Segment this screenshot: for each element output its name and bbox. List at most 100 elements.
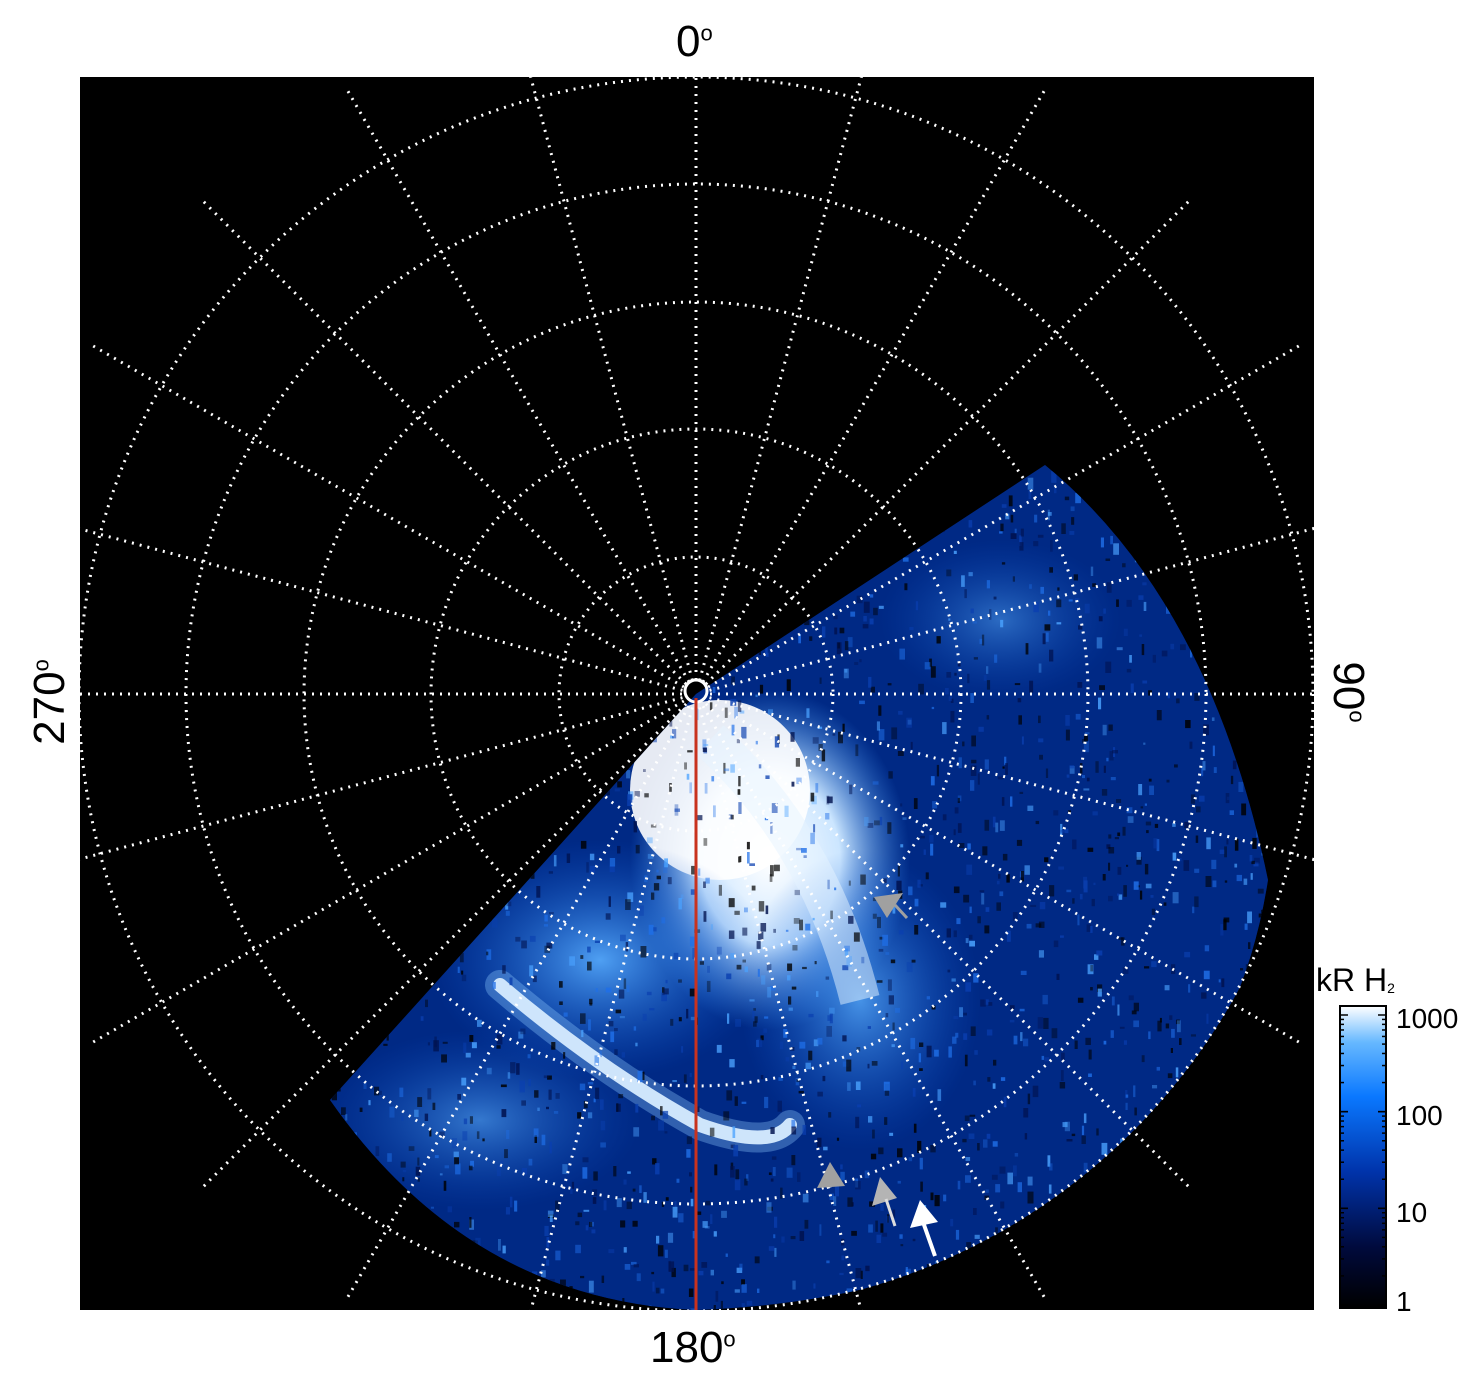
noise-speck	[836, 1137, 840, 1141]
noise-speck	[589, 853, 595, 861]
noise-speck	[666, 1316, 670, 1320]
noise-speck	[1172, 852, 1177, 861]
noise-speck	[943, 1194, 947, 1202]
noise-speck	[724, 768, 730, 772]
noise-speck	[559, 1001, 563, 1005]
noise-speck	[982, 846, 988, 856]
noise-speck	[1072, 839, 1077, 850]
noise-speck	[913, 798, 918, 809]
noise-speck	[1125, 1102, 1128, 1110]
noise-speck	[924, 662, 931, 670]
noise-speck	[876, 980, 883, 983]
noise-speck	[986, 1029, 993, 1036]
noise-speck	[1102, 874, 1106, 881]
noise-speck	[603, 1200, 607, 1211]
noise-speck	[867, 1026, 871, 1029]
noise-speck	[548, 871, 553, 874]
noise-speck	[1083, 788, 1090, 791]
noise-speck	[790, 1236, 796, 1240]
noise-speck	[798, 633, 801, 644]
noise-speck	[956, 918, 961, 925]
noise-speck	[1250, 873, 1253, 880]
noise-speck	[1198, 795, 1205, 802]
noise-speck	[1144, 966, 1150, 969]
noise-speck	[730, 1144, 735, 1149]
noise-speck	[1254, 857, 1260, 864]
noise-speck	[1101, 1142, 1108, 1155]
noise-speck	[1066, 889, 1072, 893]
noise-speck	[736, 1267, 743, 1273]
noise-speck	[667, 1232, 674, 1243]
noise-speck	[953, 930, 957, 938]
noise-speck	[1156, 1066, 1160, 1071]
colorbar-tick-label: 100	[1396, 1100, 1443, 1131]
noise-speck	[1056, 599, 1062, 608]
noise-speck	[383, 1043, 388, 1046]
noise-speck	[618, 989, 625, 999]
noise-speck	[608, 1021, 614, 1027]
noise-speck	[720, 1300, 723, 1310]
noise-speck	[1085, 732, 1090, 735]
noise-speck	[892, 1209, 896, 1218]
noise-speck	[810, 832, 815, 845]
noise-speck	[992, 1083, 996, 1089]
noise-speck	[1241, 803, 1247, 816]
noise-speck	[734, 1289, 740, 1293]
noise-speck	[1066, 774, 1070, 778]
noise-speck	[785, 1057, 790, 1062]
noise-speck	[599, 1050, 602, 1058]
noise-speck	[926, 996, 930, 1000]
noise-speck	[1248, 942, 1251, 949]
noise-speck	[1038, 715, 1041, 724]
noise-speck	[1034, 514, 1038, 523]
noise-speck	[1236, 874, 1242, 882]
noise-speck	[655, 1163, 660, 1175]
noise-speck	[1068, 599, 1073, 602]
noise-speck	[1083, 1162, 1088, 1173]
noise-speck	[1060, 823, 1063, 836]
noise-speck	[765, 775, 770, 779]
noise-speck	[1009, 1005, 1015, 1010]
noise-speck	[980, 999, 986, 1007]
noise-speck	[736, 739, 740, 744]
noise-speck	[972, 621, 977, 624]
noise-speck	[1138, 595, 1144, 600]
noise-speck	[650, 824, 657, 828]
noise-speck	[710, 924, 713, 930]
noise-speck	[930, 1192, 934, 1201]
noise-speck	[1247, 911, 1252, 924]
noise-speck	[988, 1002, 993, 1006]
noise-speck	[1051, 470, 1057, 483]
noise-speck	[1101, 789, 1108, 796]
noise-speck	[772, 1167, 776, 1177]
noise-speck	[451, 1138, 457, 1149]
noise-speck	[689, 1268, 695, 1271]
noise-speck	[973, 1208, 977, 1215]
noise-speck	[1048, 512, 1052, 516]
noise-speck	[472, 1240, 478, 1245]
noise-speck	[690, 1016, 696, 1021]
noise-speck	[1143, 601, 1147, 611]
noise-speck	[774, 1216, 778, 1228]
noise-speck	[986, 580, 990, 589]
noise-speck	[787, 975, 791, 981]
noise-speck	[1111, 996, 1115, 1006]
noise-speck	[1001, 504, 1007, 508]
noise-speck	[600, 1142, 606, 1148]
noise-speck	[731, 676, 735, 685]
noise-speck	[1201, 766, 1204, 777]
noise-speck	[1033, 602, 1039, 613]
noise-speck	[909, 627, 914, 631]
noise-speck	[883, 1081, 890, 1091]
noise-speck	[595, 1087, 600, 1100]
noise-speck	[741, 1284, 747, 1293]
noise-speck	[780, 1187, 783, 1199]
noise-speck	[962, 741, 965, 747]
noise-speck	[1157, 1020, 1162, 1032]
noise-speck	[1203, 970, 1210, 980]
noise-speck	[509, 1196, 513, 1208]
noise-speck	[827, 796, 833, 804]
noise-speck	[897, 1148, 903, 1158]
noise-speck	[900, 803, 903, 807]
noise-speck	[906, 717, 912, 728]
